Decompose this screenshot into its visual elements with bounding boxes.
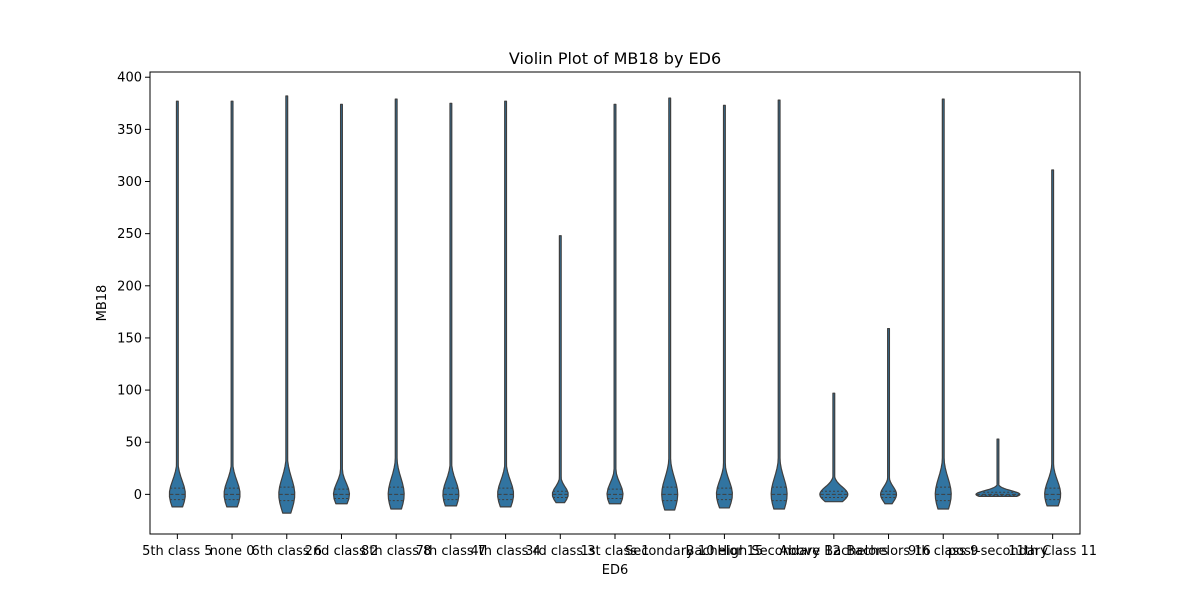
x-tick-label: 11th Class 11 bbox=[1008, 544, 1097, 559]
y-axis-label: MB18 bbox=[95, 285, 110, 322]
y-tick-label: 0 bbox=[134, 488, 142, 503]
y-tick-label: 400 bbox=[117, 71, 142, 86]
x-tick-label: none 0 bbox=[210, 544, 255, 559]
x-tick-label: 5th class 5 bbox=[142, 544, 212, 559]
y-tick-label: 100 bbox=[117, 384, 142, 399]
x-axis-label: ED6 bbox=[602, 563, 629, 578]
y-tick-label: 350 bbox=[117, 123, 142, 138]
y-tick-label: 200 bbox=[117, 279, 142, 294]
y-tick-label: 300 bbox=[117, 175, 142, 190]
y-tick-label: 250 bbox=[117, 227, 142, 242]
y-tick-label: 50 bbox=[125, 436, 142, 451]
y-tick-label: 150 bbox=[117, 331, 142, 346]
chart-title: Violin Plot of MB18 by ED6 bbox=[509, 49, 721, 68]
